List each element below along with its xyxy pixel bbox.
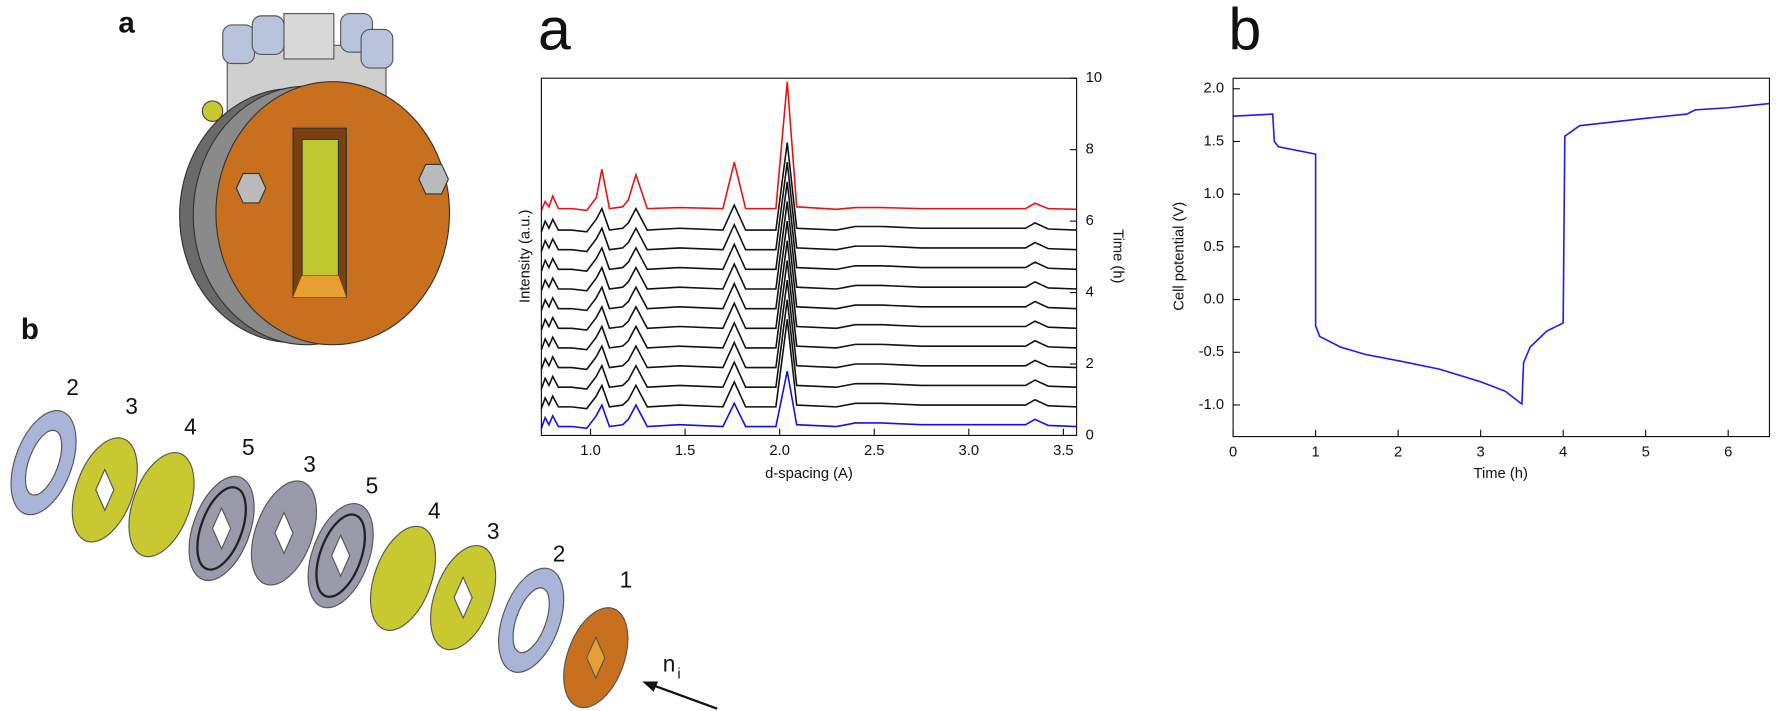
y-tick-label: 0.5 [1204,239,1224,255]
x-tick-label: 4 [1559,444,1567,460]
y-tick-label: 4 [1086,284,1094,300]
data-line [540,279,1077,371]
x-axis-label: Time (h) [1474,466,1528,482]
data-line [1233,102,1770,406]
part-number: 3 [487,518,500,544]
data-line [540,181,1077,272]
part-number: 1 [620,567,633,593]
y-tick-label: -1.0 [1199,397,1224,413]
data-line [540,221,1077,312]
x-tick-label: 3.0 [959,443,979,459]
plot-frame [1232,77,1771,438]
y-axis-label: Time (h) [1110,229,1126,283]
data-line [540,370,1077,430]
part-number: 5 [242,434,255,460]
arrow-label: n [663,651,676,677]
x-tick-label: 3.5 [1053,443,1073,459]
data-line [540,260,1077,351]
charts: a d-spacing (A) Time (h) Intensity (a.u.) 1.… [517,0,1771,482]
part-number: 4 [184,414,197,440]
x-tick-label: 2.5 [864,443,884,459]
y-tick-label: 8 [1086,142,1094,158]
panel-label: b [21,313,39,346]
x-tick-label: 3 [1477,444,1485,460]
x-tick-label: 0 [1229,444,1237,460]
x-axis-label: d-spacing (A) [765,466,853,482]
y-tick-label: -0.5 [1199,344,1224,360]
part-number: 3 [125,393,138,419]
y-tick-label: 1.5 [1204,133,1224,149]
panel-label: b [1229,0,1262,63]
data-line [540,201,1077,292]
x-tick-label: 1 [1312,444,1320,460]
x-tick-label: 1.0 [580,443,600,459]
x-tick-label: 2 [1394,444,1402,460]
part-number: 4 [428,498,441,524]
y-tick-label: 2.0 [1204,81,1224,97]
x-tick-label: 1.5 [675,443,695,459]
part-number: 5 [366,473,379,499]
y-tick-label: 10 [1086,70,1102,86]
data-line [540,162,1077,253]
exploded-parts [10,410,718,710]
y-tick-label: 0.0 [1204,291,1224,307]
part-number: 2 [66,374,79,400]
x-tick-label: 5 [1642,444,1650,460]
x-tick-label: 6 [1724,444,1732,460]
panel-label: a [118,7,135,40]
data-line [540,319,1077,410]
y-tick-label: 6 [1086,213,1094,229]
data-line [540,240,1077,331]
arrow-label-subscript: i [677,667,680,683]
y-axis-label: Cell potential (V) [1172,202,1188,311]
cell-drawing [179,13,451,346]
part-number: 2 [553,541,566,567]
y-tick-label: 0 [1086,427,1094,443]
panel-label: a [538,0,571,63]
x-tick-label: 2.0 [769,443,789,459]
data-line [540,142,1077,233]
data-line [540,299,1077,390]
data-line [540,81,1077,212]
y-tick-label: 2 [1086,356,1094,372]
intensity-label: Intensity (a.u.) [517,210,533,303]
y-tick-label: 1.0 [1204,186,1224,202]
plot-frame [540,77,1078,437]
part-number: 3 [303,451,316,477]
